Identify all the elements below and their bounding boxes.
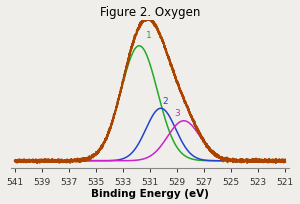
Text: 3: 3 [174,109,180,118]
Title: Figure 2. Oxygen: Figure 2. Oxygen [100,6,200,19]
X-axis label: Binding Energy (eV): Binding Energy (eV) [91,188,209,198]
Text: 1: 1 [146,31,152,40]
Text: 2: 2 [162,96,168,105]
